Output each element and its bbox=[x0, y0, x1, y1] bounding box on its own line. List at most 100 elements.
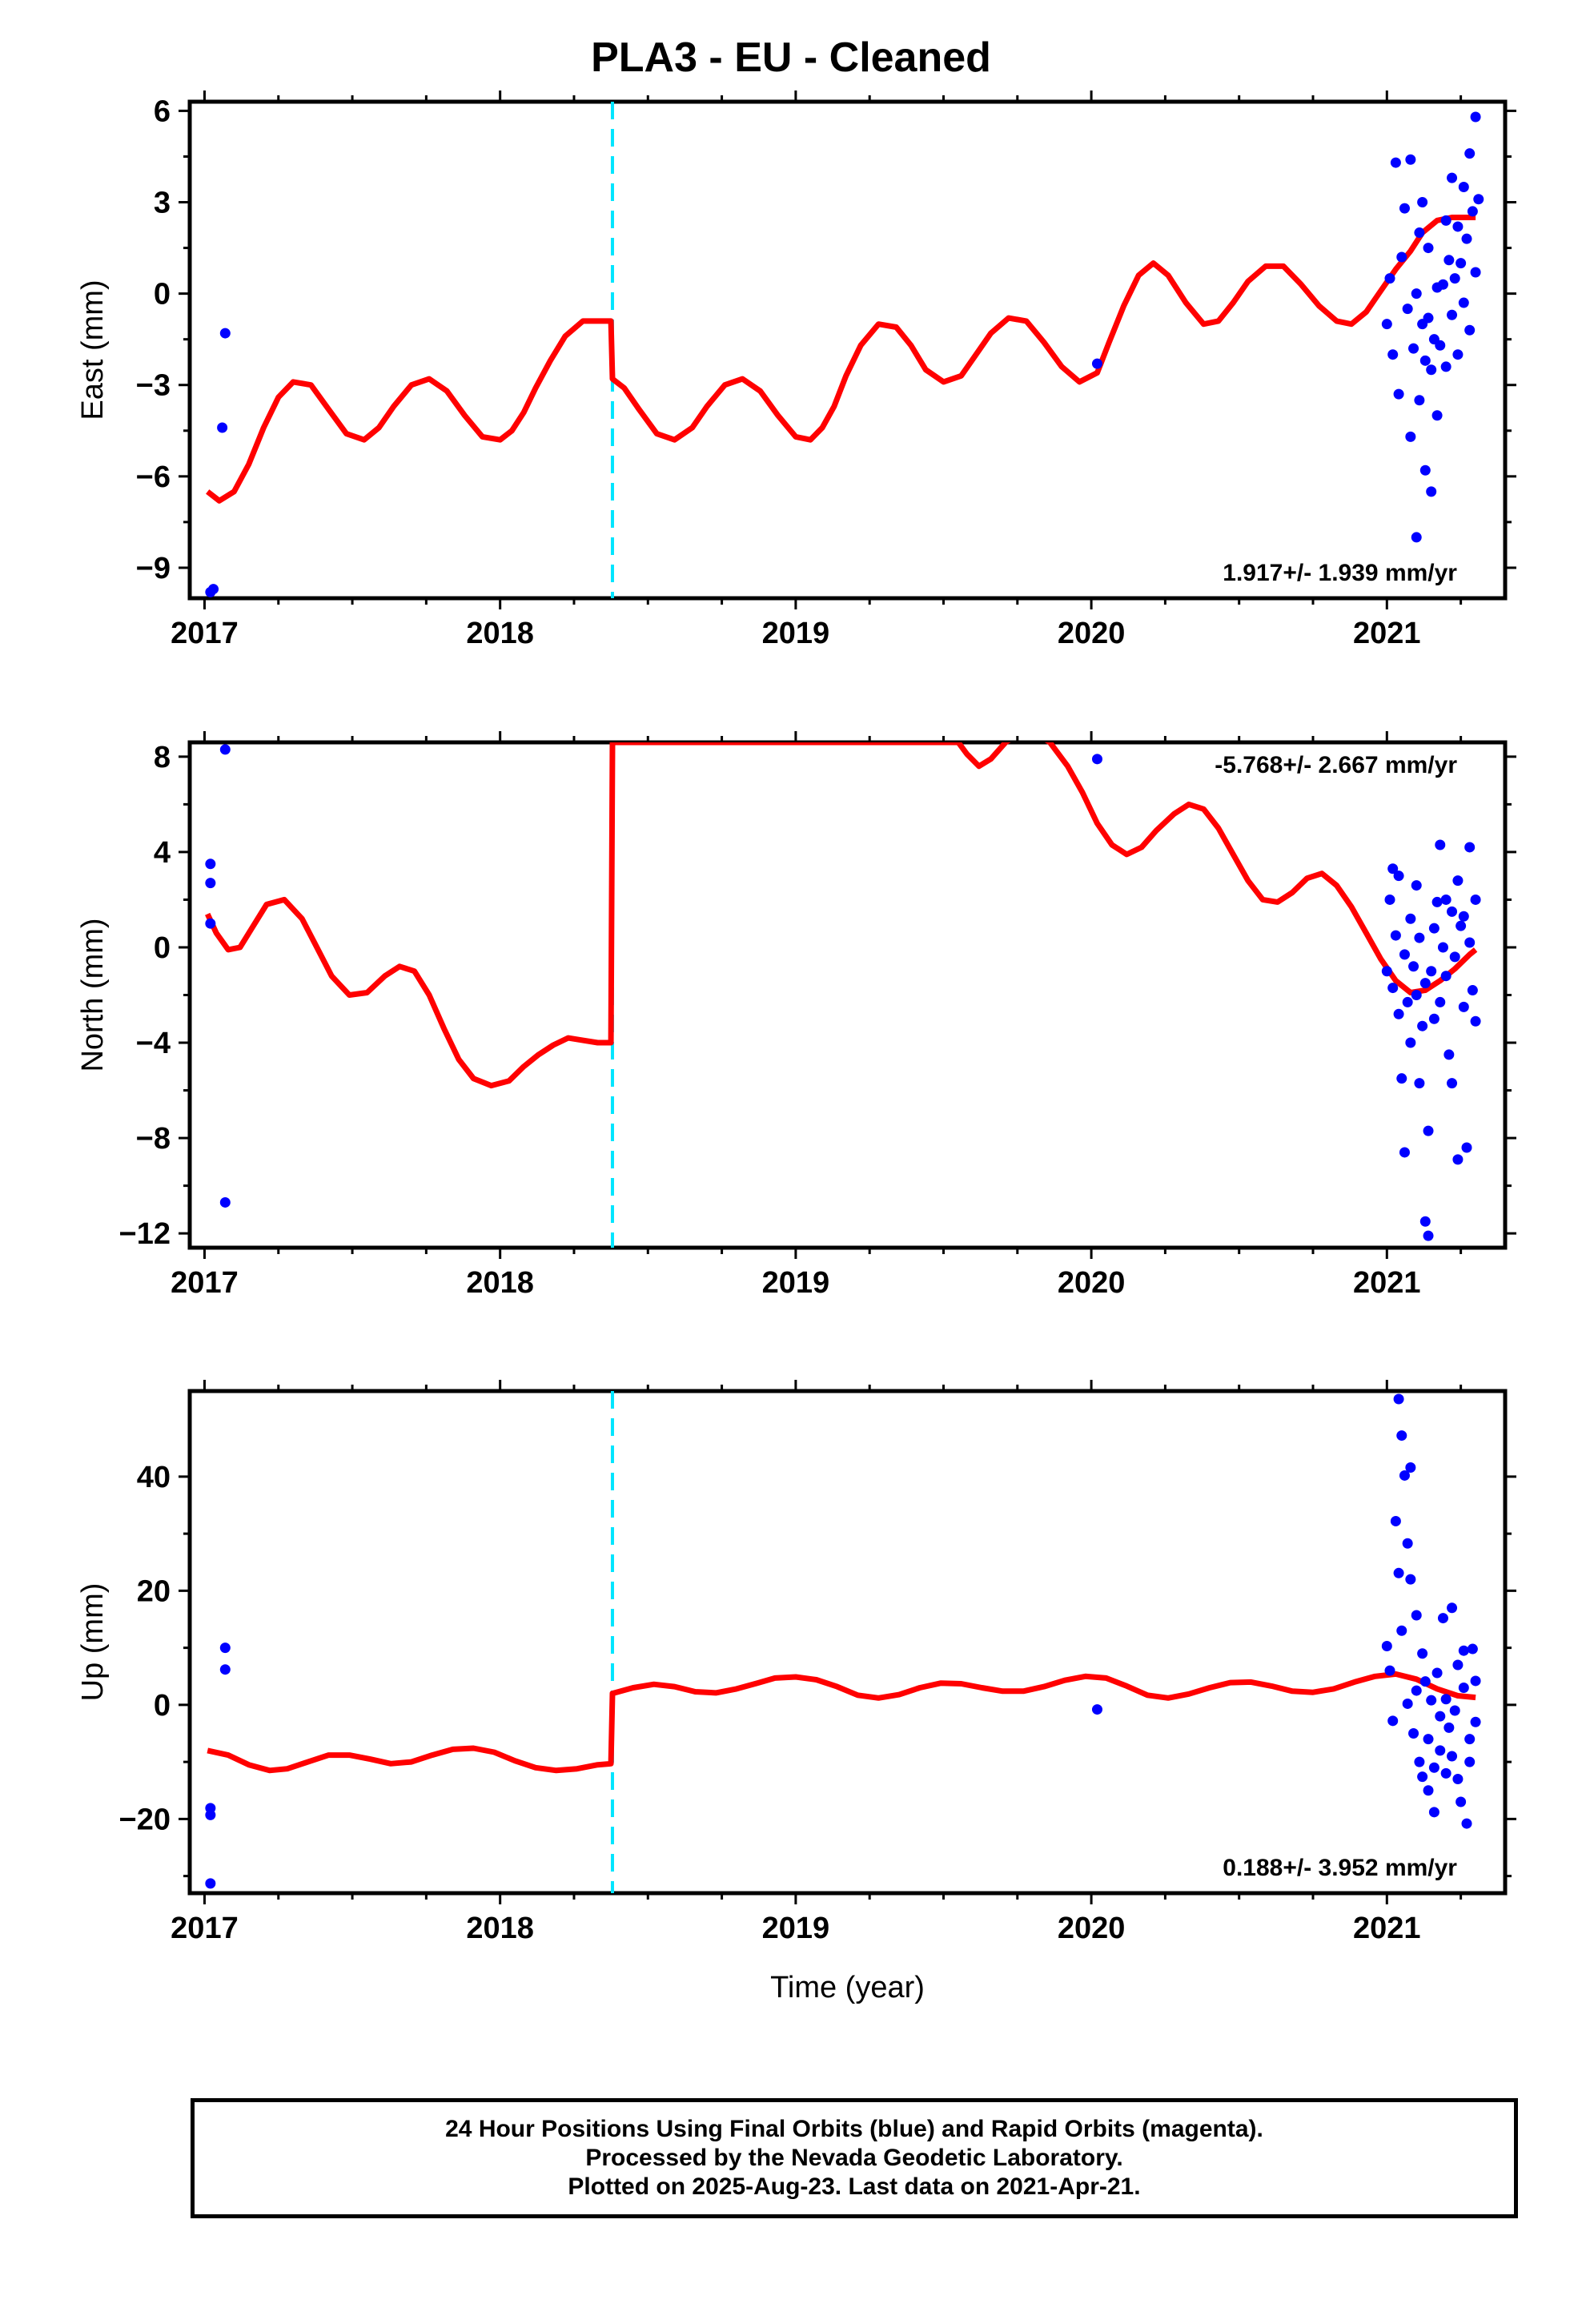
data-point bbox=[1464, 842, 1476, 853]
data-point bbox=[1447, 172, 1458, 183]
data-point bbox=[1396, 251, 1407, 263]
y-tick-label: −4 bbox=[136, 1027, 171, 1060]
data-point bbox=[1458, 911, 1469, 922]
data-point bbox=[1423, 312, 1434, 324]
data-point bbox=[1402, 996, 1413, 1007]
data-point bbox=[1428, 923, 1439, 934]
data-point bbox=[1435, 1745, 1446, 1756]
data-point bbox=[1426, 364, 1437, 376]
data-point bbox=[205, 918, 216, 929]
x-tick-label: 2019 bbox=[762, 1912, 830, 1945]
data-point bbox=[1428, 1013, 1439, 1024]
rate-label: 1.917+/- 1.939 mm/yr bbox=[1223, 560, 1457, 586]
data-point bbox=[1384, 273, 1395, 284]
data-point bbox=[1435, 996, 1446, 1007]
data-point bbox=[1393, 1008, 1404, 1019]
x-tick-label: 2017 bbox=[171, 1912, 239, 1945]
data-point bbox=[1396, 1625, 1407, 1636]
data-point bbox=[1384, 1665, 1395, 1676]
data-point bbox=[1458, 182, 1469, 193]
y-tick-label: 0 bbox=[154, 278, 171, 312]
data-point bbox=[1440, 894, 1452, 905]
data-point bbox=[1423, 1734, 1434, 1745]
plot-frame bbox=[187, 740, 1508, 1250]
data-point bbox=[1411, 880, 1422, 891]
data-point bbox=[1452, 221, 1464, 232]
plot-frame bbox=[187, 1389, 1508, 1896]
data-point bbox=[1473, 194, 1484, 205]
data-point bbox=[1423, 1230, 1434, 1241]
data-point bbox=[1447, 1602, 1458, 1614]
data-point bbox=[1443, 255, 1455, 266]
data-point bbox=[1426, 486, 1437, 497]
rate-label: 0.188+/- 3.952 mm/yr bbox=[1223, 1855, 1457, 1881]
data-point bbox=[1470, 111, 1481, 123]
data-point bbox=[1419, 1676, 1431, 1687]
data-point bbox=[1411, 1685, 1422, 1696]
data-point bbox=[1428, 1762, 1439, 1773]
plot-frame bbox=[187, 99, 1508, 601]
y-tick-label: 0 bbox=[154, 1689, 171, 1723]
data-point bbox=[1417, 197, 1428, 208]
data-point bbox=[1390, 930, 1401, 941]
y-axis-label: East (mm) bbox=[76, 279, 110, 420]
data-point bbox=[1431, 1667, 1443, 1679]
data-point bbox=[1414, 227, 1425, 239]
up-panel: 2017 2018 2019 2020 2021 40 20 0 −20 Up (mm) Time … bbox=[76, 1380, 1516, 2004]
x-tick-label: 2019 bbox=[762, 1266, 830, 1300]
data-point bbox=[1452, 349, 1464, 360]
y-axis-label: North (mm) bbox=[76, 918, 110, 1072]
data-point bbox=[1458, 1001, 1469, 1012]
x-axis-label: Time (year) bbox=[770, 1971, 925, 2004]
data-point bbox=[1381, 1640, 1392, 1651]
data-point bbox=[1435, 1711, 1446, 1722]
data-point bbox=[1419, 978, 1431, 989]
data-point bbox=[1464, 1756, 1476, 1767]
x-tick-label: 2021 bbox=[1353, 617, 1421, 650]
x-tick-label: 2019 bbox=[762, 617, 830, 650]
y-tick-label: 20 bbox=[137, 1574, 171, 1608]
data-point bbox=[205, 878, 216, 889]
data-point bbox=[1456, 920, 1467, 931]
data-point bbox=[1458, 297, 1469, 308]
data-point bbox=[1470, 894, 1481, 905]
data-point bbox=[1449, 951, 1460, 963]
data-point bbox=[1387, 1715, 1399, 1727]
data-point bbox=[1387, 983, 1399, 994]
data-point bbox=[1435, 839, 1446, 850]
timeseries-plot: 2017 2018 2019 2020 2021 6 3 0 −3 −6 −9 East (mm) 1.… bbox=[76, 90, 1516, 2004]
data-point bbox=[1393, 1567, 1404, 1578]
data-point bbox=[1461, 1818, 1472, 1829]
data-point bbox=[1449, 1705, 1460, 1716]
data-point bbox=[1431, 410, 1443, 421]
data-point bbox=[1381, 319, 1392, 330]
data-point bbox=[1464, 324, 1476, 336]
data-point bbox=[1470, 267, 1481, 278]
y-tick-label: 8 bbox=[154, 741, 171, 774]
y-tick-label: −12 bbox=[119, 1217, 171, 1251]
y-tick-label: −20 bbox=[119, 1803, 171, 1836]
x-tick-label: 2018 bbox=[466, 1266, 534, 1300]
data-point bbox=[219, 1664, 231, 1675]
x-tick-label: 2021 bbox=[1353, 1266, 1421, 1300]
east-panel: 2017 2018 2019 2020 2021 6 3 0 −3 −6 −9 East (mm) 1.… bbox=[76, 90, 1516, 650]
data-point bbox=[1452, 1774, 1464, 1784]
footer-line-2: Processed by the Nevada Geodetic Laborat… bbox=[585, 2145, 1123, 2171]
data-point bbox=[1443, 1722, 1455, 1733]
data-point bbox=[1447, 1078, 1458, 1089]
y-tick-label: 40 bbox=[137, 1461, 171, 1494]
footer-box: 24 Hour Positions Using Final Orbits (bl… bbox=[191, 2098, 1518, 2218]
data-point bbox=[1411, 532, 1422, 543]
x-tick-label: 2018 bbox=[466, 617, 534, 650]
data-point bbox=[217, 422, 228, 433]
y-tick-label: 4 bbox=[154, 836, 171, 870]
data-point bbox=[1440, 971, 1452, 982]
data-point bbox=[1443, 1049, 1455, 1060]
data-point bbox=[1411, 288, 1422, 300]
data-point bbox=[1381, 966, 1392, 977]
data-point bbox=[1470, 1675, 1481, 1687]
data-point bbox=[1437, 942, 1448, 953]
data-point bbox=[1405, 1462, 1416, 1473]
data-point bbox=[1390, 157, 1401, 168]
data-point bbox=[1426, 966, 1437, 977]
